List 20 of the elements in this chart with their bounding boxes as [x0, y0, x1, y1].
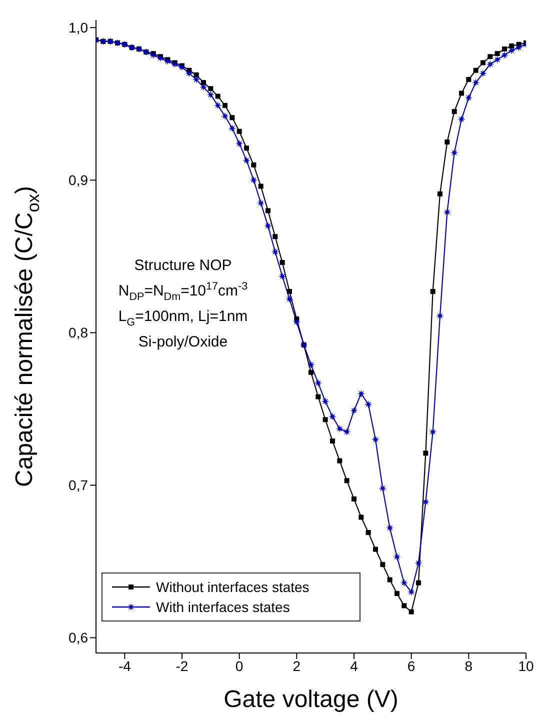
x-tick-label: -4 [118, 658, 132, 674]
y-tick-label: 1,0 [68, 20, 88, 36]
x-tick-label: 6 [407, 658, 416, 674]
y-tick-label: 0,7 [68, 477, 88, 494]
x-tick-label: -2 [176, 658, 188, 674]
x-tick-label: 0 [235, 658, 244, 674]
x-tick-label: 8 [464, 658, 473, 674]
x-tick-label: 2 [292, 658, 301, 674]
x-axis-title: Gate voltage (V) [224, 686, 398, 713]
x-tick-label: 4 [350, 658, 358, 674]
annotation: N$_{DP}$=N$_{Dm}$=10$^{17}$cm$^{-3}$ [118, 280, 248, 303]
y-tick-label: 0,6 [68, 630, 88, 646]
x-tick-label: 10 [518, 658, 534, 674]
legend-label: Without interfaces states [156, 579, 310, 595]
legend-label: With interfaces states [156, 599, 290, 615]
annotation: L$_{G}$=100nm, Lj=1nm [118, 308, 248, 328]
annotation: Structure NOP [134, 257, 232, 274]
annotation: Si-poly/Oxide [138, 334, 228, 350]
y-tick-label: 0,8 [68, 324, 88, 341]
y-tick-label: 0,9 [68, 172, 88, 188]
